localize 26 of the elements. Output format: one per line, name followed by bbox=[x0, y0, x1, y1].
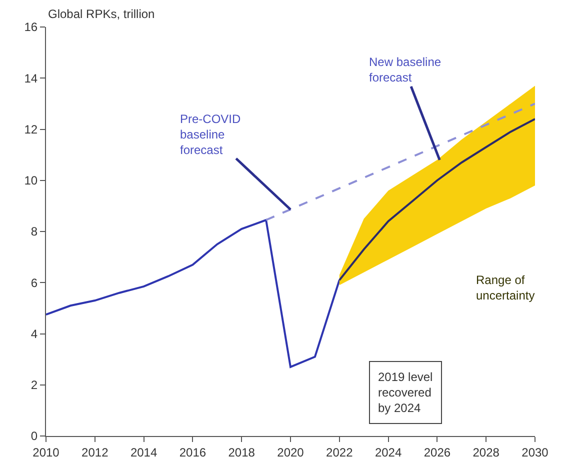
y-tick-label: 8 bbox=[30, 224, 38, 239]
x-tick-label: 2012 bbox=[82, 445, 109, 460]
annotation: New baseline forecast bbox=[369, 55, 442, 85]
y-tick-label: 14 bbox=[24, 71, 38, 86]
annotation: Range of uncertainty bbox=[476, 273, 535, 303]
x-tick-label: 2024 bbox=[374, 445, 402, 460]
y-tick-label: 2 bbox=[30, 378, 38, 392]
annotation: Pre-COVID baseline forecast bbox=[180, 112, 242, 158]
y-axis-title: Global RPKs, trillion bbox=[48, 7, 155, 21]
x-tick-label: 2014 bbox=[130, 445, 158, 460]
x-tick-label: 2016 bbox=[179, 445, 206, 460]
annotation: 2019 level recovered by 2024 bbox=[378, 370, 433, 416]
y-tick-label: 12 bbox=[24, 122, 38, 136]
y-tick-label: 10 bbox=[24, 174, 38, 188]
y-tick-label: 4 bbox=[30, 326, 38, 341]
line-series bbox=[46, 219, 340, 368]
x-tick-label: 2020 bbox=[277, 445, 304, 460]
x-tick-label: 2026 bbox=[424, 445, 451, 460]
x-tick-label: 2018 bbox=[228, 445, 256, 460]
y-tick-label: 16 bbox=[24, 20, 38, 34]
y-tick-label: 6 bbox=[30, 276, 38, 290]
y-tick-label: 0 bbox=[30, 429, 38, 444]
x-tick-label: 2030 bbox=[522, 445, 549, 460]
x-tick-label: 2028 bbox=[472, 445, 500, 460]
x-tick-label: 2022 bbox=[326, 445, 354, 460]
x-tick-label: 2010 bbox=[32, 445, 60, 460]
